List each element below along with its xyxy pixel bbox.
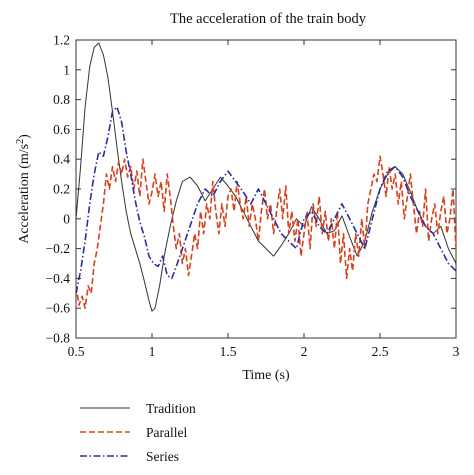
y-axis-label: Acceleration (m/s2) (15, 134, 32, 244)
x-tick-label: 0.5 (68, 344, 85, 359)
y-axis: −0.8 −0.6 −0.4 −0.2 0 0.2 0.4 0.6 0.8 1 1.2 (46, 33, 456, 346)
chart-title: The acceleration of the train body (170, 11, 367, 27)
legend-label: Parallel (146, 425, 187, 440)
y-tick-label: 0.2 (53, 182, 70, 197)
y-tick-label: −0.8 (46, 331, 71, 346)
y-tick-label: −0.6 (46, 301, 71, 316)
legend-label: Series (146, 449, 179, 464)
x-tick-label: 2 (301, 344, 308, 359)
series-lines (75, 42, 457, 312)
y-axis-label-main: Acceleration (m/s (17, 144, 32, 244)
x-axis-label: Time (s) (242, 368, 290, 383)
y-tick-label: −0.4 (46, 271, 71, 286)
legend: Tradition Parallel Series (80, 401, 196, 464)
legend-label: Tradition (146, 401, 196, 416)
y-tick-label: 1 (63, 62, 70, 77)
y-tick-label: −0.2 (46, 241, 71, 256)
y-tick-label: 0.6 (53, 122, 70, 137)
x-axis: 0.5 1 1.5 2 2.5 3 (68, 40, 460, 359)
y-tick-label: 0.4 (53, 152, 70, 167)
y-tick-label: 1.2 (53, 33, 70, 48)
series-line-tradition (75, 42, 457, 312)
y-axis-label-superscript: 2 (15, 139, 26, 144)
y-axis-label-suffix: ) (17, 134, 32, 139)
x-tick-label: 1.5 (220, 344, 237, 359)
x-tick-label: 3 (453, 344, 460, 359)
x-tick-label: 1 (149, 344, 156, 359)
y-tick-label: 0.8 (53, 92, 70, 107)
y-tick-label: 0 (63, 211, 70, 226)
series-line-parallel (75, 155, 457, 310)
x-tick-label: 2.5 (372, 344, 389, 359)
